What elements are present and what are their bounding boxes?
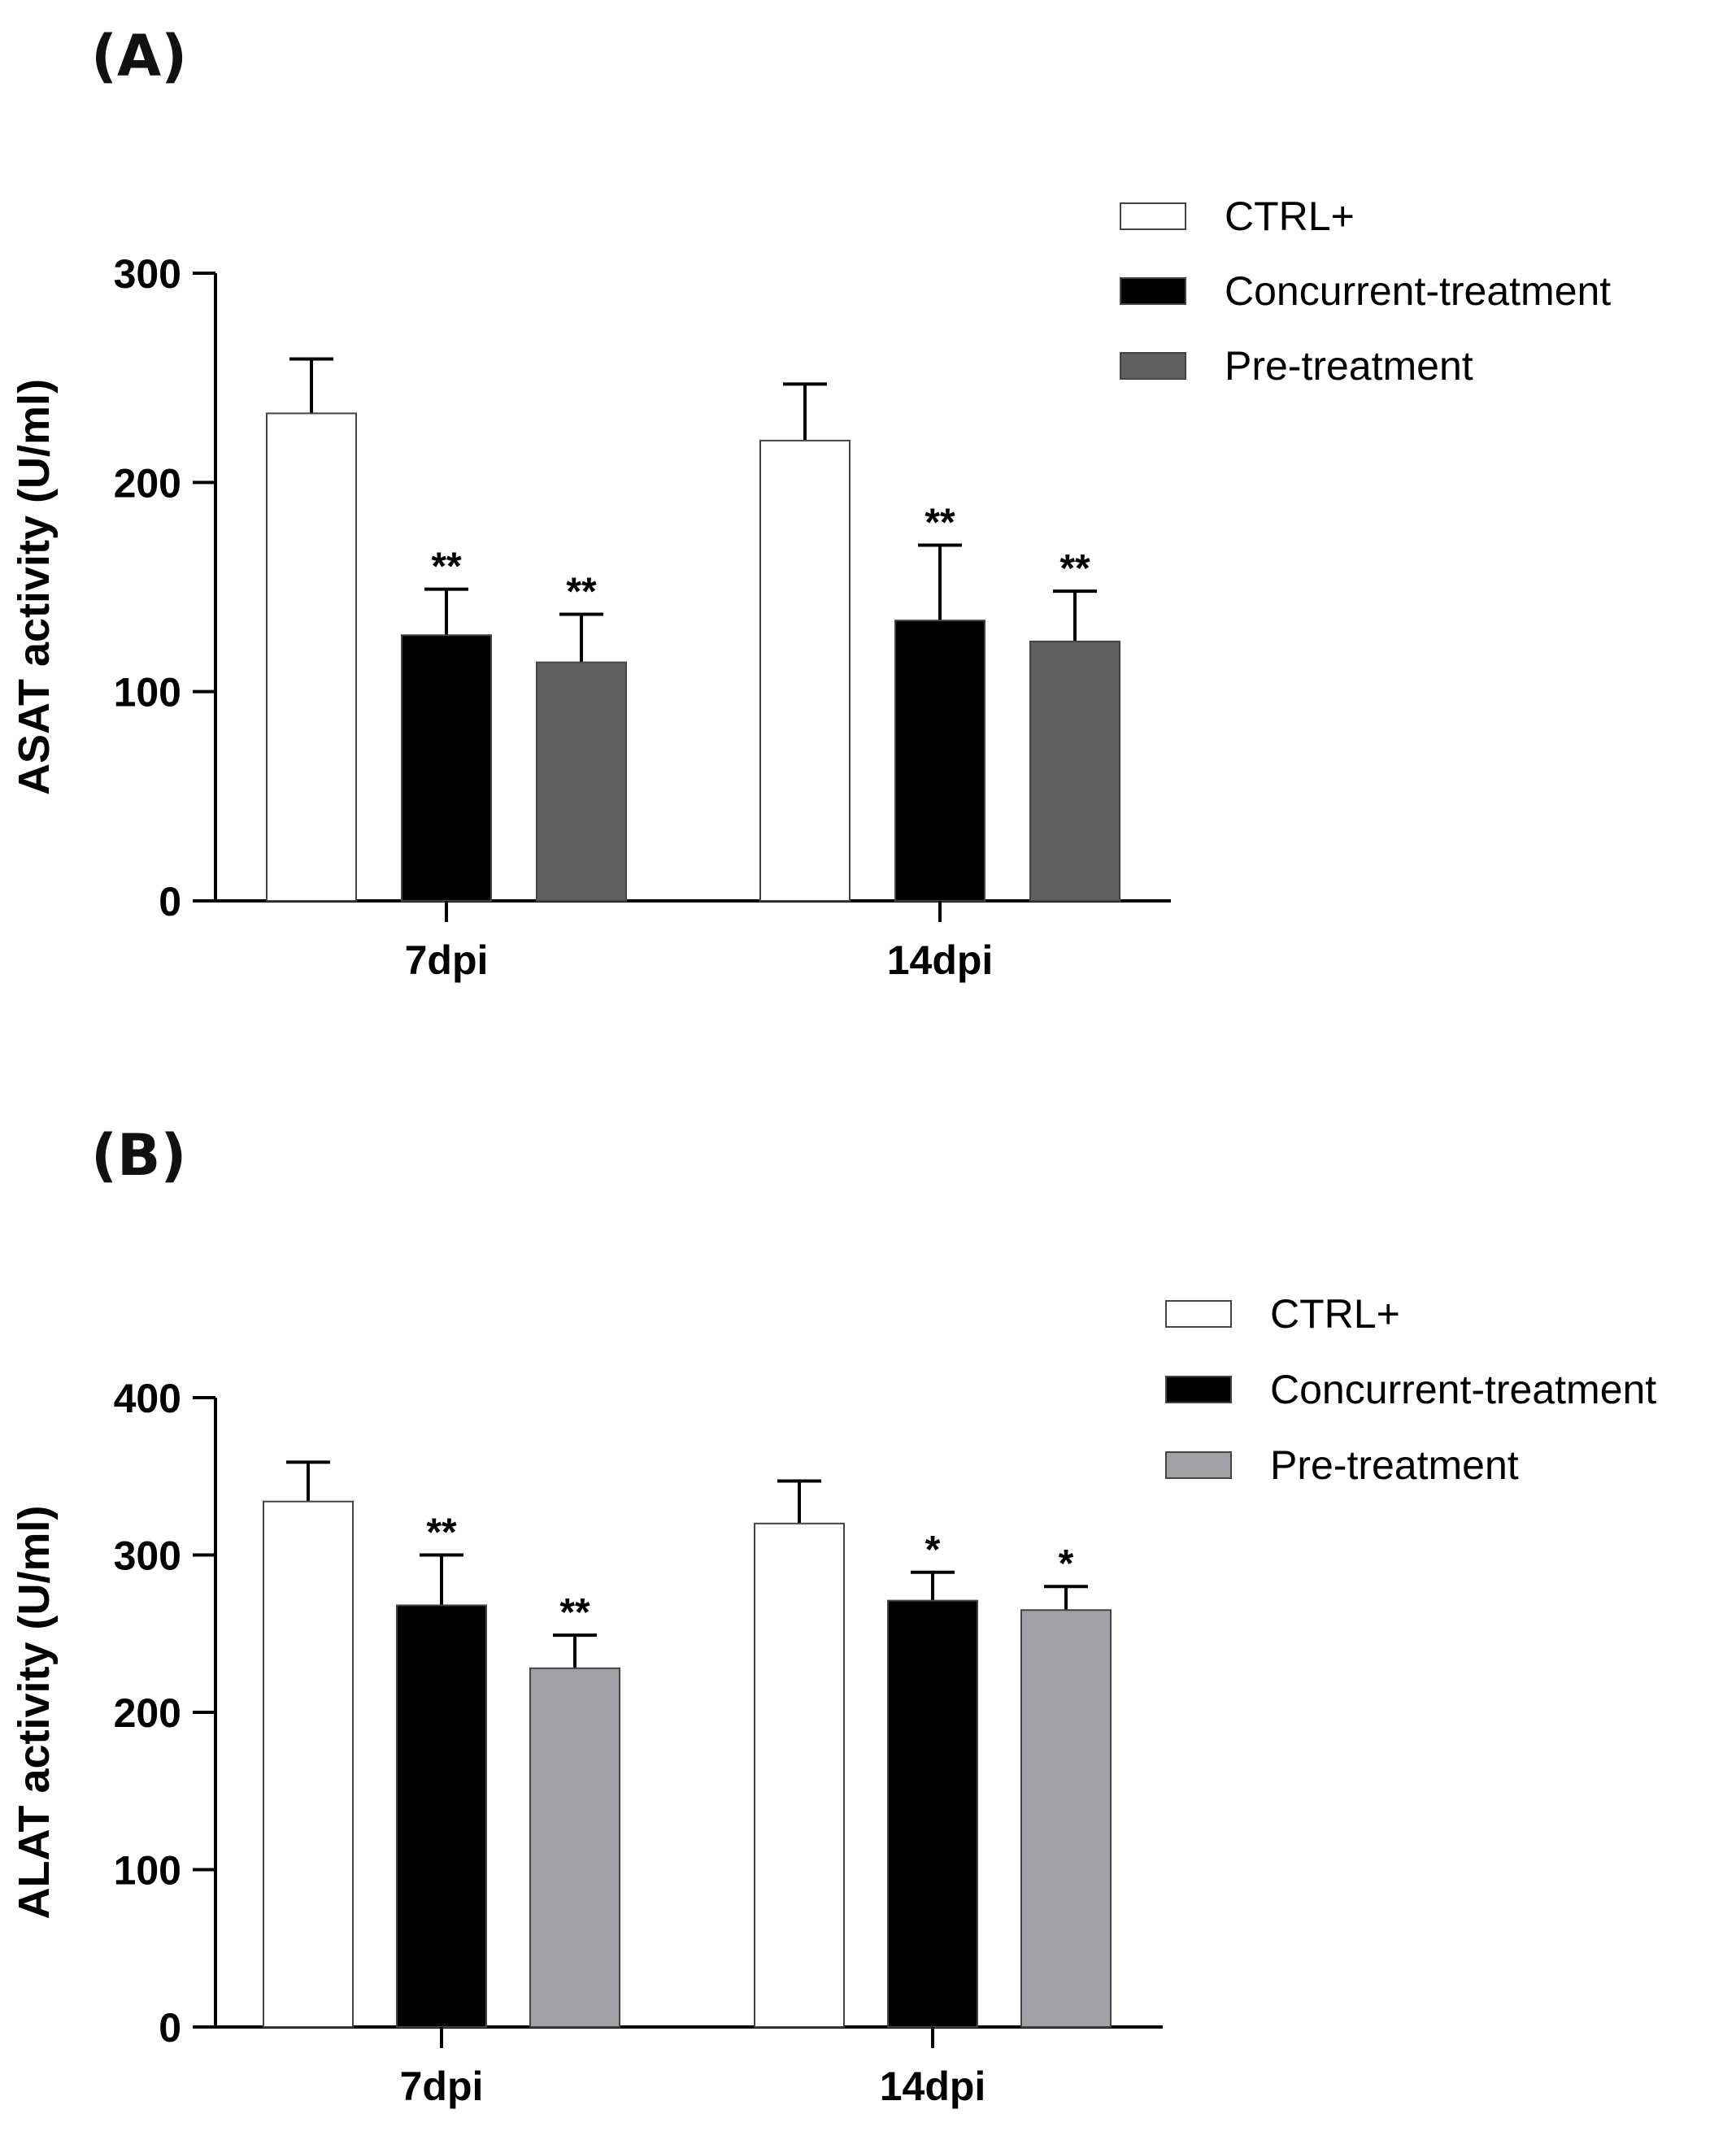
significance-label: ** xyxy=(559,1591,590,1634)
y-axis-label: ALAT activity (U/ml) xyxy=(10,1505,59,1919)
y-tick-label: 0 xyxy=(159,879,181,924)
legend-swatch-Concurrent-treatment xyxy=(1120,277,1186,305)
x-tick-label: 14dpi xyxy=(880,2064,986,2109)
bar-14dpi-CTRL+ xyxy=(754,1522,845,2028)
significance-label: * xyxy=(1059,1542,1074,1585)
bar-14dpi-Concurrent-treatment xyxy=(887,1599,978,2028)
legend-label: Concurrent-treatment xyxy=(1225,268,1611,314)
y-tick-label: 100 xyxy=(114,1848,181,1894)
bar-7dpi-Pre-treatment xyxy=(536,661,627,902)
panel-b-label: (B) xyxy=(91,1122,187,1189)
legend-swatch-Pre-treatment xyxy=(1120,352,1186,380)
bar-7dpi-CTRL+ xyxy=(263,1500,354,2028)
legend-label: Pre-treatment xyxy=(1225,343,1473,389)
significance-label: * xyxy=(925,1529,941,1572)
significance-label: ** xyxy=(925,502,955,545)
significance-label: ** xyxy=(566,570,597,613)
legend-swatch-Concurrent-treatment xyxy=(1165,1376,1232,1403)
bar-14dpi-Concurrent-treatment xyxy=(894,620,985,902)
y-tick-label: 0 xyxy=(159,2005,181,2051)
bar-14dpi-Pre-treatment xyxy=(1029,640,1120,902)
legend-label: CTRL+ xyxy=(1225,194,1355,239)
x-tick-label: 7dpi xyxy=(405,937,489,983)
legend-label: CTRL+ xyxy=(1270,1291,1400,1337)
legend-label: Concurrent-treatment xyxy=(1270,1367,1656,1412)
significance-label: ** xyxy=(431,546,462,589)
legend-swatch-CTRL+ xyxy=(1165,1300,1232,1328)
y-axis-label: ASAT activity (U/ml) xyxy=(10,379,59,795)
bar-7dpi-CTRL+ xyxy=(266,412,357,902)
bar-7dpi-Pre-treatment xyxy=(529,1667,620,2028)
y-tick-label: 300 xyxy=(114,251,181,297)
bar-14dpi-Pre-treatment xyxy=(1020,1609,1112,2029)
panel-a-label: (A) xyxy=(91,23,188,89)
bar-7dpi-Concurrent-treatment xyxy=(396,1604,487,2029)
bar-14dpi-CTRL+ xyxy=(759,439,851,903)
legend-swatch-Pre-treatment xyxy=(1165,1451,1232,1479)
y-tick-label: 100 xyxy=(114,670,181,715)
legend-label: Pre-treatment xyxy=(1270,1442,1519,1488)
chart-a: 0 100 200 300 ASAT activity (U/ml) ** ** 7dpi **… xyxy=(10,194,1611,983)
significance-label: ** xyxy=(426,1511,457,1555)
y-tick-label: 400 xyxy=(114,1376,181,1421)
significance-label: ** xyxy=(1059,547,1090,590)
x-tick-label: 7dpi xyxy=(400,2064,484,2109)
y-tick-label: 200 xyxy=(114,460,181,506)
legend-swatch-CTRL+ xyxy=(1120,202,1186,230)
y-tick-label: 200 xyxy=(114,1690,181,1736)
bar-7dpi-Concurrent-treatment xyxy=(401,634,492,902)
y-tick-label: 300 xyxy=(114,1533,181,1579)
x-tick-label: 14dpi xyxy=(887,937,994,983)
